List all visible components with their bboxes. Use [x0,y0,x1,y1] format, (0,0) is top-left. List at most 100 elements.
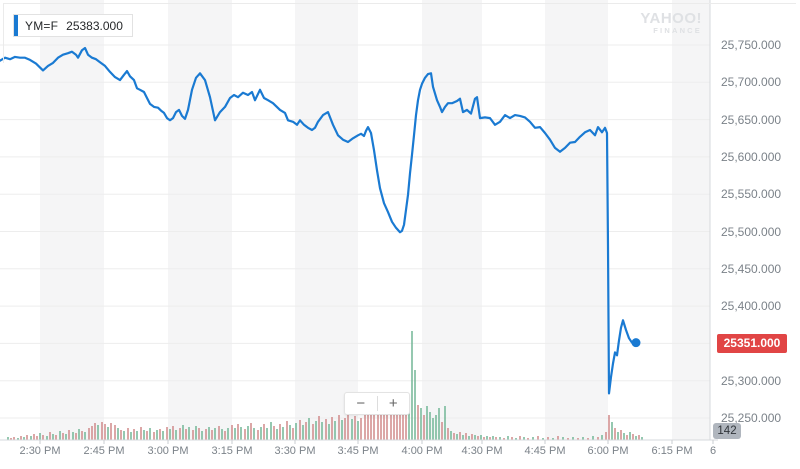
volume-bar [562,437,564,440]
volume-bar [42,435,44,440]
volume-bar [208,427,210,440]
volume-bar [253,428,255,440]
volume-bar [632,434,634,440]
volume-bar [635,436,637,440]
volume-bar [617,432,619,440]
volume-bar [263,424,265,440]
volume-bar [55,435,57,440]
volume-bar [503,438,505,440]
volume-bar [234,428,236,440]
volume-bar [370,413,372,440]
x-axis-label: 4:00 PM [401,445,443,457]
volume-bar [429,412,431,440]
volume-bar [182,425,184,440]
volume-bar [308,418,310,440]
volume-bar [279,424,281,440]
y-axis-label: 25,400.000 [721,299,782,314]
volume-bar [136,431,138,440]
volume-bar [315,421,317,440]
volume-bar [282,427,284,440]
volume-bar [33,434,35,440]
volume-bar [334,421,336,440]
volume-bar [587,438,589,440]
volume-bar [321,422,323,440]
volume-bar [641,437,643,440]
yahoo-finance-watermark: YAHOO! FINANCE [628,11,702,35]
volume-bar [523,437,525,440]
volume-bar [68,430,70,440]
background-stripe [295,0,358,440]
volume-bar [289,425,291,440]
background-stripe [672,0,710,440]
volume-bar [325,419,327,440]
volume-bar [169,429,171,440]
volume-bar [414,370,416,440]
volume-bar [432,418,434,440]
volume-bar [20,436,22,440]
volume-bar [94,423,96,440]
volume-bar [10,438,12,440]
volume-bar [312,424,314,440]
volume-bar [110,423,112,440]
volume-bar [97,425,99,440]
volume-bar [623,433,625,440]
price-line [0,46,638,395]
volume-bar [519,436,521,440]
volume-bar [218,426,220,440]
volume-bar [46,436,48,440]
volume-bar [266,428,268,440]
volume-bar [172,426,174,440]
volume-bar [483,437,485,440]
legend-price: 25383.000 [66,18,123,33]
volume-bar [411,331,413,440]
volume-bar [393,413,395,440]
volume-bar [459,432,461,440]
volume-bar [114,425,116,440]
volume-bar [104,424,106,440]
widget-left-border [3,3,4,63]
volume-bar [224,431,226,440]
volume-bar [133,429,135,440]
x-axis-label: 2:30 PM [19,445,61,457]
legend-symbol: YM=F [25,18,59,33]
volume-bar [426,406,428,440]
x-axis-label: 6:00 PM [587,445,629,457]
volume-bar [250,423,252,440]
volume-bar [205,429,207,440]
last-price-badge: 25351.000 [717,334,787,353]
y-axis-label: 25,550.000 [721,187,782,202]
volume-bar [17,438,19,440]
volume-bar [49,432,51,440]
volume-bar [13,437,15,440]
volume-bar [537,436,539,440]
volume-bar [542,438,544,440]
volume-bar [30,436,32,440]
volume-bar [237,424,239,440]
volume-bar [567,438,569,440]
volume-bar [438,408,440,440]
volume-bar [572,437,574,440]
volume-bar [347,414,349,440]
x-axis-label: 3:15 PM [211,445,253,457]
zoom-out-button[interactable]: − [345,393,377,414]
volume-bar [492,436,494,440]
volume-bar [620,430,622,440]
volume-bar [597,437,599,440]
zoom-in-button[interactable]: + [378,393,410,414]
volume-bar [302,425,304,440]
volume-bar [450,431,452,440]
volume-bar [527,438,529,440]
volume-bar [130,432,132,440]
volume-bar [36,436,38,440]
volume-bar [195,426,197,440]
volume-bar [489,437,491,440]
volume-bar [477,436,479,440]
last-price-dot [631,338,641,348]
volume-bar [318,416,320,440]
volume-bar [162,431,164,440]
volume-bar [107,427,109,440]
volume-bar [127,428,129,440]
volume-bar [211,430,213,440]
